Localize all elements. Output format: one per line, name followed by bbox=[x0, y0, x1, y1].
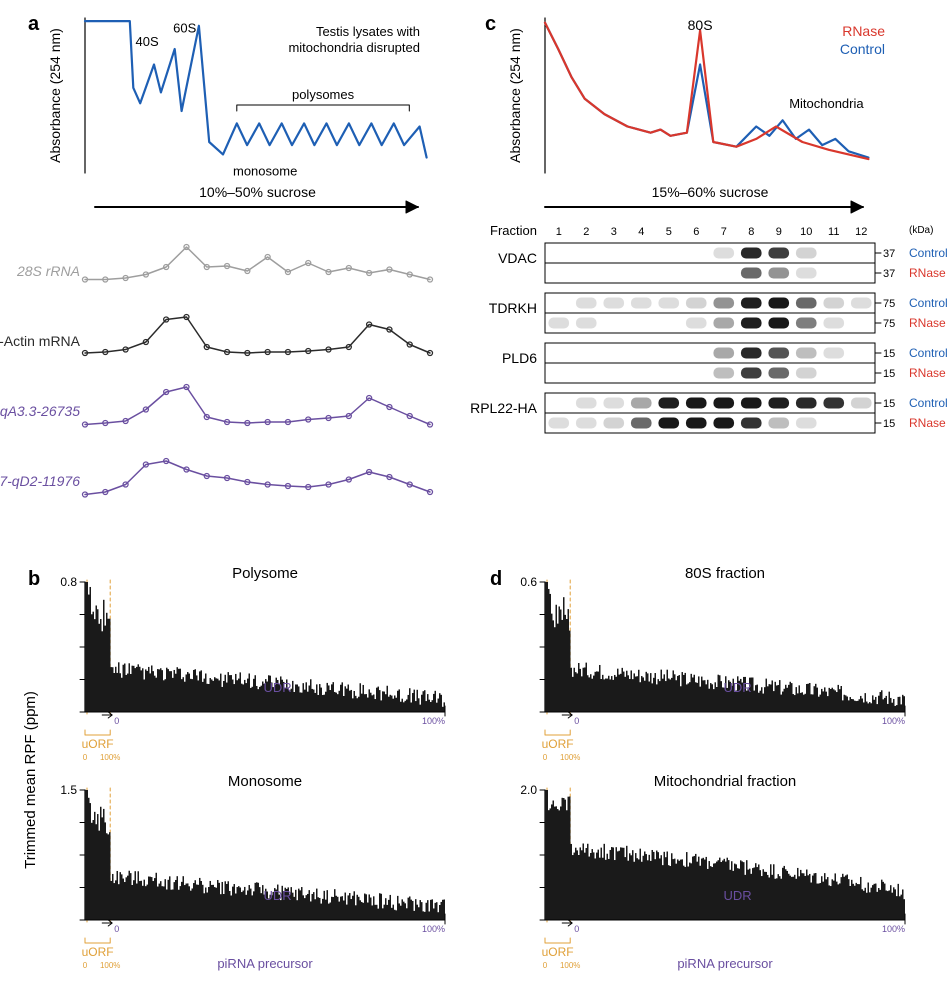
svg-text:100%: 100% bbox=[882, 924, 905, 934]
svg-text:37: 37 bbox=[883, 268, 895, 280]
svg-text:0: 0 bbox=[83, 961, 88, 970]
svg-text:100%: 100% bbox=[882, 716, 905, 726]
svg-text:RNase: RNase bbox=[842, 23, 885, 39]
svg-text:Polysome: Polysome bbox=[232, 565, 298, 582]
svg-text:15%–60% sucrose: 15%–60% sucrose bbox=[652, 184, 769, 200]
svg-text:60S: 60S bbox=[173, 21, 196, 36]
svg-text:80S fraction: 80S fraction bbox=[685, 565, 765, 582]
svg-text:uORF: uORF bbox=[82, 945, 114, 959]
svg-text:UDR: UDR bbox=[724, 680, 752, 695]
svg-text:RNase: RNase bbox=[909, 416, 946, 430]
svg-text:Trimmed mean RPF (ppm): Trimmed mean RPF (ppm) bbox=[22, 691, 39, 869]
svg-text:RNase: RNase bbox=[909, 366, 946, 380]
svg-text:Absorbance (254 nm): Absorbance (254 nm) bbox=[507, 28, 523, 163]
svg-text:100%: 100% bbox=[560, 961, 580, 970]
svg-text:TDRKH: TDRKH bbox=[489, 300, 537, 316]
svg-text:mitochondria disrupted: mitochondria disrupted bbox=[288, 40, 420, 55]
svg-text:15: 15 bbox=[883, 398, 895, 410]
svg-text:uORF: uORF bbox=[542, 945, 574, 959]
svg-text:9: 9 bbox=[776, 226, 782, 238]
svg-text:15: 15 bbox=[883, 348, 895, 360]
svg-text:1.5: 1.5 bbox=[60, 783, 77, 797]
svg-text:polysomes: polysomes bbox=[292, 87, 355, 102]
svg-text:RNase: RNase bbox=[909, 266, 946, 280]
svg-text:15: 15 bbox=[883, 368, 895, 380]
svg-text:VDAC: VDAC bbox=[498, 250, 537, 266]
svg-text:Control: Control bbox=[909, 246, 948, 260]
svg-text:0: 0 bbox=[574, 716, 579, 726]
svg-text:0: 0 bbox=[83, 753, 88, 762]
svg-text:piRNA precursor: piRNA precursor bbox=[677, 956, 773, 971]
svg-text:1: 1 bbox=[556, 226, 562, 238]
svg-text:0: 0 bbox=[543, 961, 548, 970]
svg-text:2: 2 bbox=[583, 226, 589, 238]
svg-text:10%–50% sucrose: 10%–50% sucrose bbox=[199, 184, 316, 200]
svg-text:β-Actin mRNA: β-Actin mRNA bbox=[0, 333, 81, 349]
svg-text:80S: 80S bbox=[688, 17, 713, 33]
svg-text:75: 75 bbox=[883, 298, 895, 310]
svg-text:a: a bbox=[28, 13, 40, 35]
svg-text:0.6: 0.6 bbox=[520, 575, 537, 589]
svg-text:Control: Control bbox=[909, 396, 948, 410]
svg-text:uORF: uORF bbox=[82, 737, 114, 751]
svg-text:Control: Control bbox=[909, 346, 948, 360]
svg-text:uORF: uORF bbox=[542, 737, 574, 751]
svg-text:RNase: RNase bbox=[909, 316, 946, 330]
svg-text:Control: Control bbox=[840, 41, 885, 57]
svg-text:40S: 40S bbox=[136, 34, 159, 49]
svg-text:3: 3 bbox=[611, 226, 617, 238]
svg-text:8: 8 bbox=[748, 226, 754, 238]
svg-text:Fraction: Fraction bbox=[490, 223, 537, 238]
svg-text:28S rRNA: 28S rRNA bbox=[16, 263, 80, 279]
svg-text:b: b bbox=[28, 568, 40, 590]
svg-text:4: 4 bbox=[638, 226, 644, 238]
svg-text:0.8: 0.8 bbox=[60, 575, 77, 589]
svg-text:Control: Control bbox=[909, 296, 948, 310]
svg-text:5: 5 bbox=[666, 226, 672, 238]
svg-text:piRNA precursor: piRNA precursor bbox=[217, 956, 313, 971]
svg-text:100%: 100% bbox=[100, 753, 120, 762]
svg-text:Testis lysates with: Testis lysates with bbox=[316, 24, 420, 39]
svg-text:15: 15 bbox=[883, 418, 895, 430]
svg-text:12: 12 bbox=[855, 226, 867, 238]
svg-text:100%: 100% bbox=[422, 716, 445, 726]
svg-text:100%: 100% bbox=[100, 961, 120, 970]
svg-text:Monosome: Monosome bbox=[228, 773, 302, 790]
svg-text:0: 0 bbox=[114, 924, 119, 934]
svg-text:75: 75 bbox=[883, 318, 895, 330]
svg-text:100%: 100% bbox=[422, 924, 445, 934]
svg-text:RPL22-HA: RPL22-HA bbox=[470, 400, 538, 416]
svg-text:2.0: 2.0 bbox=[520, 783, 537, 797]
svg-text:10: 10 bbox=[800, 226, 812, 238]
svg-text:UDR: UDR bbox=[264, 888, 292, 903]
svg-text:7: 7 bbox=[721, 226, 727, 238]
svg-text:7-qD2-11976: 7-qD2-11976 bbox=[0, 473, 80, 489]
svg-text:0: 0 bbox=[574, 924, 579, 934]
svg-text:100%: 100% bbox=[560, 753, 580, 762]
svg-text:Mitochondrial fraction: Mitochondrial fraction bbox=[654, 773, 797, 790]
svg-text:d: d bbox=[490, 568, 502, 590]
svg-text:Absorbance (254 nm): Absorbance (254 nm) bbox=[47, 28, 63, 163]
figure: a Absorbance (254 nm) 40S 60S monosome polyso… bbox=[0, 0, 948, 1000]
svg-text:37: 37 bbox=[883, 248, 895, 260]
svg-text:c: c bbox=[485, 13, 496, 35]
svg-text:Mitochondria: Mitochondria bbox=[789, 96, 864, 111]
svg-text:monosome: monosome bbox=[233, 164, 297, 179]
svg-text:11: 11 bbox=[828, 226, 839, 238]
svg-text:0: 0 bbox=[543, 753, 548, 762]
svg-text:(kDa): (kDa) bbox=[909, 225, 933, 236]
svg-text:6: 6 bbox=[693, 226, 699, 238]
svg-text:0: 0 bbox=[114, 716, 119, 726]
svg-text:17-qA3.3-26735: 17-qA3.3-26735 bbox=[0, 403, 80, 419]
svg-text:UDR: UDR bbox=[724, 888, 752, 903]
svg-text:PLD6: PLD6 bbox=[502, 350, 537, 366]
svg-text:UDR: UDR bbox=[264, 680, 292, 695]
